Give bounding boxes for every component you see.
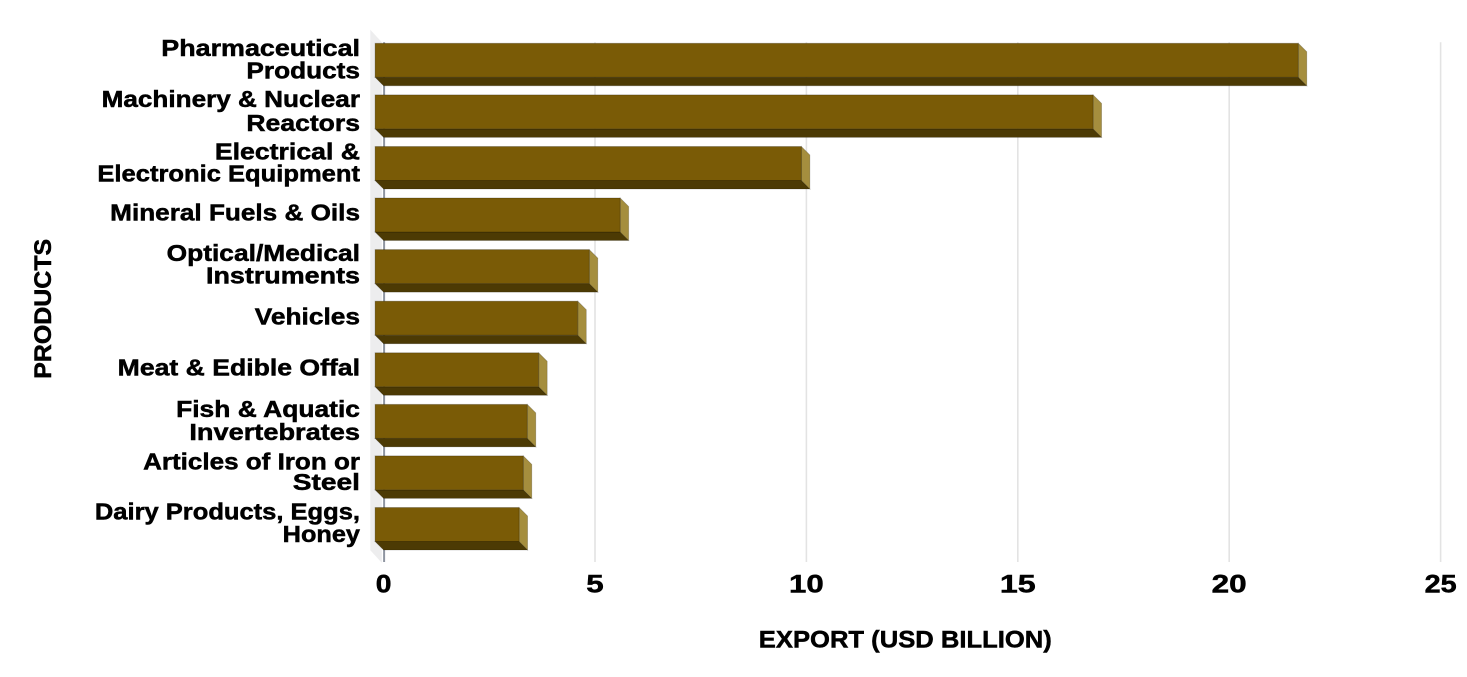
svg-text:EXPORT (USD BILLION): EXPORT (USD BILLION): [759, 627, 1052, 654]
svg-text:Machinery & Nuclear: Machinery & Nuclear: [102, 86, 360, 112]
svg-text:Optical/Medical: Optical/Medical: [167, 240, 360, 266]
svg-text:Pharmaceutical: Pharmaceutical: [161, 35, 360, 61]
svg-text:Fish & Aquatic: Fish & Aquatic: [176, 396, 360, 422]
svg-text:Invertebrates: Invertebrates: [189, 419, 360, 445]
svg-text:Articles of Iron or: Articles of Iron or: [143, 449, 360, 475]
svg-text:15: 15: [1000, 571, 1036, 599]
svg-text:Mineral Fuels & Oils: Mineral Fuels & Oils: [110, 200, 360, 226]
svg-text:Products: Products: [246, 57, 360, 83]
svg-text:Meat & Edible Offal: Meat & Edible Offal: [118, 355, 360, 381]
svg-text:10: 10: [789, 571, 824, 599]
svg-text:Vehicles: Vehicles: [255, 303, 360, 329]
svg-text:Dairy Products, Eggs,: Dairy Products, Eggs,: [95, 499, 360, 525]
svg-text:Reactors: Reactors: [246, 110, 360, 136]
svg-text:20: 20: [1212, 571, 1247, 599]
svg-text:Steel: Steel: [293, 469, 360, 495]
svg-text:5: 5: [586, 571, 604, 599]
svg-text:Honey: Honey: [283, 521, 361, 547]
svg-text:Instruments: Instruments: [206, 263, 360, 289]
svg-text:Electrical &: Electrical &: [215, 138, 360, 164]
svg-text:0: 0: [376, 571, 392, 599]
svg-text:25: 25: [1425, 571, 1457, 599]
svg-text:Electronic Equipment: Electronic Equipment: [97, 160, 360, 186]
svg-text:PRODUCTS: PRODUCTS: [30, 239, 57, 379]
